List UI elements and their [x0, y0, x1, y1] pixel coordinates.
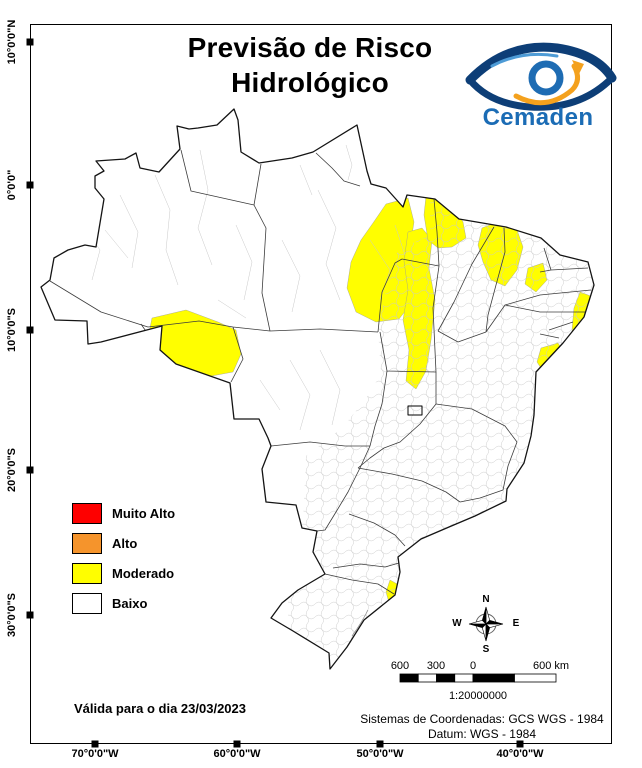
y-axis-label-20s: 20°0'0"S: [6, 447, 18, 493]
legend-item-moderado: Moderado: [72, 563, 174, 584]
legend-swatch-moderado: [72, 563, 102, 584]
cemaden-logo-icon: [465, 42, 617, 111]
crs-line-1: Sistemas de Coordenadas: GCS WGS - 1984: [360, 712, 604, 726]
page-title: Previsão de Risco Hidrológico: [150, 30, 470, 100]
scale-bar: [399, 673, 557, 683]
legend-item-muito-alto: Muito Alto: [72, 503, 175, 524]
compass-south-label: S: [482, 644, 490, 655]
legend-item-alto: Alto: [72, 533, 137, 554]
legend-swatch-muito-alto: [72, 503, 102, 524]
scalebar-tick-600-km: 600 km: [532, 660, 570, 672]
title-line-2: Hidrológico: [231, 67, 389, 98]
legend-item-baixo: Baixo: [72, 593, 147, 614]
scalebar-tick-600-left: 600: [390, 660, 410, 672]
y-axis-label-10s: 10°0'0"S: [6, 307, 18, 353]
x-axis-label-60w: 60°0'0"W: [213, 748, 261, 760]
crs-note: Sistemas de Coordenadas: GCS WGS - 1984 …: [352, 712, 612, 742]
scalebar-ratio: 1:20000000: [448, 690, 508, 702]
y-axis-label-30s: 30°0'0"S: [6, 592, 18, 638]
legend-label-moderado: Moderado: [112, 566, 175, 581]
compass-north-label: N: [482, 594, 490, 605]
legend-swatch-alto: [72, 533, 102, 554]
compass-west-label: W: [452, 618, 462, 629]
legend-label-alto: Alto: [112, 536, 138, 551]
x-axis-label-40w: 40°0'0"W: [496, 748, 544, 760]
validity-note: Válida para o dia 23/03/2023: [74, 701, 246, 716]
axis-ticks: [26, 38, 524, 748]
cemaden-brand-text: Cemaden: [482, 104, 594, 131]
crs-line-2: Datum: WGS - 1984: [427, 727, 537, 741]
x-axis-label-50w: 50°0'0"W: [356, 748, 404, 760]
y-axis-label-10n: 10°0'0"N: [6, 19, 18, 65]
legend-label-muito-alto: Muito Alto: [112, 506, 176, 521]
compass-east-label: E: [512, 618, 520, 629]
title-line-1: Previsão de Risco: [187, 32, 433, 63]
compass-rose-icon: [468, 606, 504, 642]
legend-label-baixo: Baixo: [112, 596, 148, 611]
x-axis-label-70w: 70°0'0"W: [71, 748, 119, 760]
country-outline: [40, 108, 595, 670]
y-axis-label-0: 0°0'0": [6, 169, 18, 201]
legend-swatch-baixo: [72, 593, 102, 614]
scalebar-tick-0: 0: [469, 660, 477, 672]
scalebar-tick-300: 300: [426, 660, 446, 672]
